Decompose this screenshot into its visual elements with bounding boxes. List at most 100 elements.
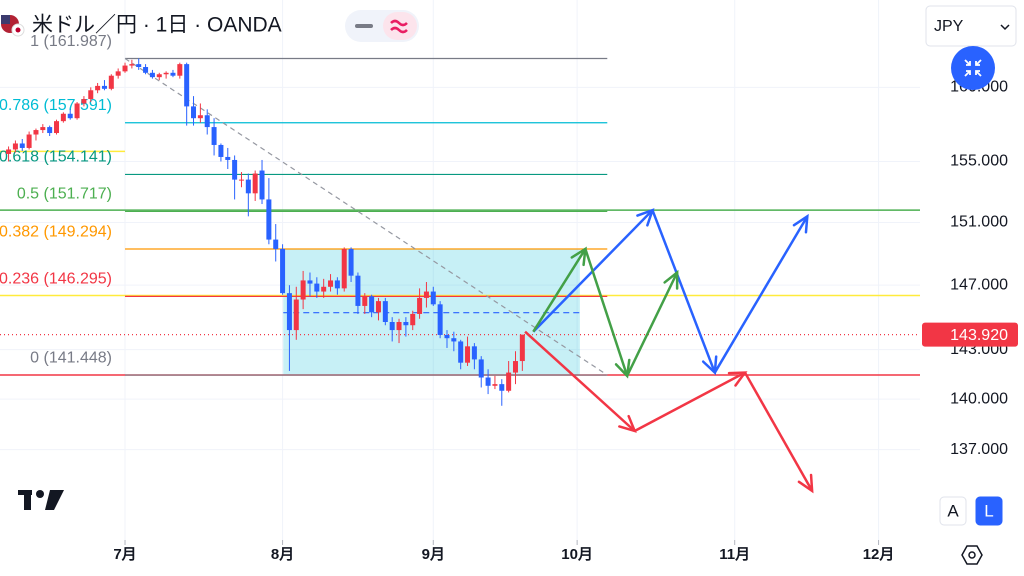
candle-body — [355, 275, 361, 306]
candle-body — [314, 283, 320, 292]
fib-label: 0.618 (154.141) — [0, 149, 112, 166]
candle-body — [211, 127, 217, 145]
candle-body — [225, 156, 231, 160]
candle-body — [307, 280, 313, 284]
x-tick-label: 7月 — [113, 546, 136, 563]
candle-body — [19, 143, 25, 148]
overlay: 143.920 A L — [922, 46, 1018, 526]
candle-body — [136, 64, 142, 68]
arrow-head — [570, 246, 587, 267]
candle-body — [170, 72, 176, 76]
grid — [0, 0, 920, 540]
x-tick-label: 8月 — [271, 546, 294, 563]
candle-body — [67, 113, 73, 119]
button-bg — [939, 496, 967, 526]
y-tick-label: 155.000 — [950, 153, 1008, 170]
arrow-segment — [713, 215, 809, 374]
scale-button[interactable]: A — [939, 496, 967, 526]
candle-body — [430, 291, 436, 305]
arrow-segment — [651, 209, 716, 374]
candle-body — [156, 74, 162, 78]
candle-body — [437, 304, 443, 335]
candle-body — [218, 144, 224, 157]
button-label: A — [947, 501, 959, 520]
symbol-title: 米ドル／円 · 1日 · OANDA — [32, 14, 282, 37]
candle-body — [177, 64, 183, 76]
x-tick-label: 9月 — [422, 546, 445, 563]
fib-label: 0.5 (151.717) — [17, 186, 112, 203]
candle-body — [300, 280, 306, 300]
x-tick-label: 11月 — [719, 546, 750, 563]
logo — [18, 490, 64, 510]
candle-body — [444, 334, 450, 339]
candle-body — [6, 149, 12, 154]
candle-body — [184, 64, 190, 107]
trend-line — [124, 57, 608, 376]
indicator-toggle[interactable] — [345, 10, 419, 42]
candle-body — [108, 75, 114, 89]
candle-body — [341, 248, 347, 289]
settings-button[interactable] — [961, 545, 983, 565]
arrow-segment — [524, 330, 636, 432]
candle-body — [478, 359, 484, 378]
range-box — [283, 248, 580, 376]
plot-area: 1 (161.987) 0.786 (157.591) 0.618 (154.141… — [0, 33, 920, 494]
candle-body — [471, 346, 477, 360]
candle-body — [60, 113, 66, 122]
button-icon — [964, 59, 982, 77]
currency-label: JPY — [934, 18, 964, 35]
arrow-segment — [743, 371, 814, 492]
candle-body — [122, 65, 128, 72]
arrow-head — [614, 358, 631, 379]
candle-body — [389, 322, 395, 331]
fullscreen-button[interactable] — [951, 46, 995, 90]
candle-body — [40, 127, 46, 131]
candle-body — [26, 134, 32, 148]
button-label: L — [984, 501, 993, 520]
arrow-segment — [584, 248, 629, 377]
candle-body — [451, 338, 457, 342]
candle-body — [245, 179, 251, 194]
candle-body — [81, 99, 87, 104]
candle-body — [382, 301, 388, 323]
candle-body — [33, 130, 39, 135]
x-tick-label: 10月 — [561, 546, 593, 563]
candle-body — [499, 384, 505, 391]
y-tick-label: 140.000 — [950, 390, 1008, 407]
candle-body — [259, 170, 265, 200]
candle-body — [293, 299, 299, 331]
arrow-head — [792, 213, 809, 234]
button-bg — [951, 46, 995, 90]
candle-body — [396, 322, 402, 331]
candle-body — [492, 384, 498, 386]
candle-body — [197, 115, 203, 119]
arrow-head — [701, 355, 718, 376]
symbol-icon — [1, 15, 25, 37]
candle-body — [334, 280, 340, 289]
candle-body — [403, 322, 409, 326]
candle-body — [519, 334, 525, 362]
y-tick-label: 147.000 — [950, 276, 1008, 293]
last-price-tag — [922, 322, 1018, 347]
candle-body — [12, 143, 18, 150]
arrow-segment — [626, 271, 679, 377]
candle-body — [54, 121, 60, 134]
arrow-head — [663, 269, 679, 290]
candle-body — [115, 71, 121, 76]
scale-button[interactable]: L — [975, 496, 1003, 526]
currency-dropdown[interactable]: JPY — [925, 5, 1017, 47]
candle-body — [506, 372, 512, 391]
arrow-head — [797, 473, 814, 494]
candle-body — [273, 239, 279, 249]
candle-body — [375, 301, 381, 313]
candle-body — [362, 296, 368, 306]
candle-body — [252, 173, 258, 194]
candle-body — [95, 85, 101, 91]
candle-body — [280, 248, 286, 294]
candle-body — [417, 297, 423, 314]
candle-body — [74, 103, 80, 119]
arrow-segment — [532, 248, 587, 333]
fib-label: 0.382 (149.294) — [0, 223, 112, 240]
